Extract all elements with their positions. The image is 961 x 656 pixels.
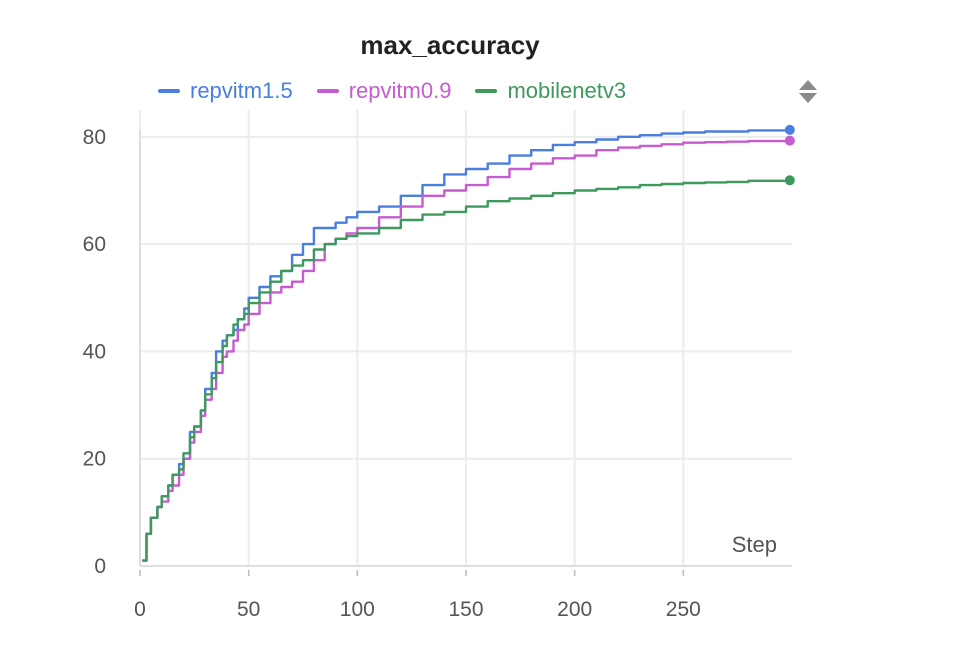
series-end-marker-repvitm1.5 bbox=[784, 124, 795, 135]
y-tick-label: 60 bbox=[83, 233, 106, 256]
x-tick-label: 0 bbox=[134, 598, 146, 621]
x-tick-label: 200 bbox=[557, 598, 592, 621]
legend-item-2[interactable]: mobilenetv3 bbox=[475, 78, 626, 104]
chart-title: max_accuracy bbox=[360, 30, 540, 60]
legend-swatch-1 bbox=[316, 89, 339, 93]
x-tick-label: 150 bbox=[448, 598, 483, 621]
y-tick-label: 0 bbox=[94, 555, 106, 578]
y-tick-label: 80 bbox=[83, 126, 106, 149]
x-tick-label: 250 bbox=[666, 598, 701, 621]
legend-sort-icon[interactable] bbox=[795, 74, 821, 108]
series-line-repvitm0.9 bbox=[142, 139, 791, 562]
legend-item-0[interactable]: repvitm1.5 bbox=[158, 78, 293, 104]
x-tick-label: 50 bbox=[237, 598, 260, 621]
legend-item-1[interactable]: repvitm0.9 bbox=[316, 78, 452, 104]
series-line-mobilenetv3 bbox=[142, 179, 791, 562]
legend-swatch-2 bbox=[475, 89, 498, 93]
legend-swatch-0 bbox=[158, 89, 180, 93]
y-tick-label: 40 bbox=[83, 340, 106, 363]
x-tick-label: 100 bbox=[340, 598, 375, 621]
legend-label-2: mobilenetv3 bbox=[507, 78, 627, 103]
legend-label-1: repvitm0.9 bbox=[348, 78, 452, 103]
y-tick-label: 20 bbox=[83, 448, 106, 471]
series-end-marker-mobilenetv3 bbox=[784, 175, 795, 186]
legend: repvitm1.5 repvitm0.9 mobilenetv3 bbox=[158, 74, 626, 108]
legend-label-0: repvitm1.5 bbox=[190, 78, 293, 103]
sort-up-icon bbox=[799, 79, 817, 90]
series-end-marker-repvitm0.9 bbox=[784, 135, 795, 146]
sort-down-icon bbox=[799, 92, 817, 103]
x-axis-label: Step bbox=[732, 532, 777, 557]
series-layer bbox=[142, 124, 795, 562]
axis-layer: 0 20 40 60 80 0 50 100 150 200 250 bbox=[83, 126, 792, 621]
